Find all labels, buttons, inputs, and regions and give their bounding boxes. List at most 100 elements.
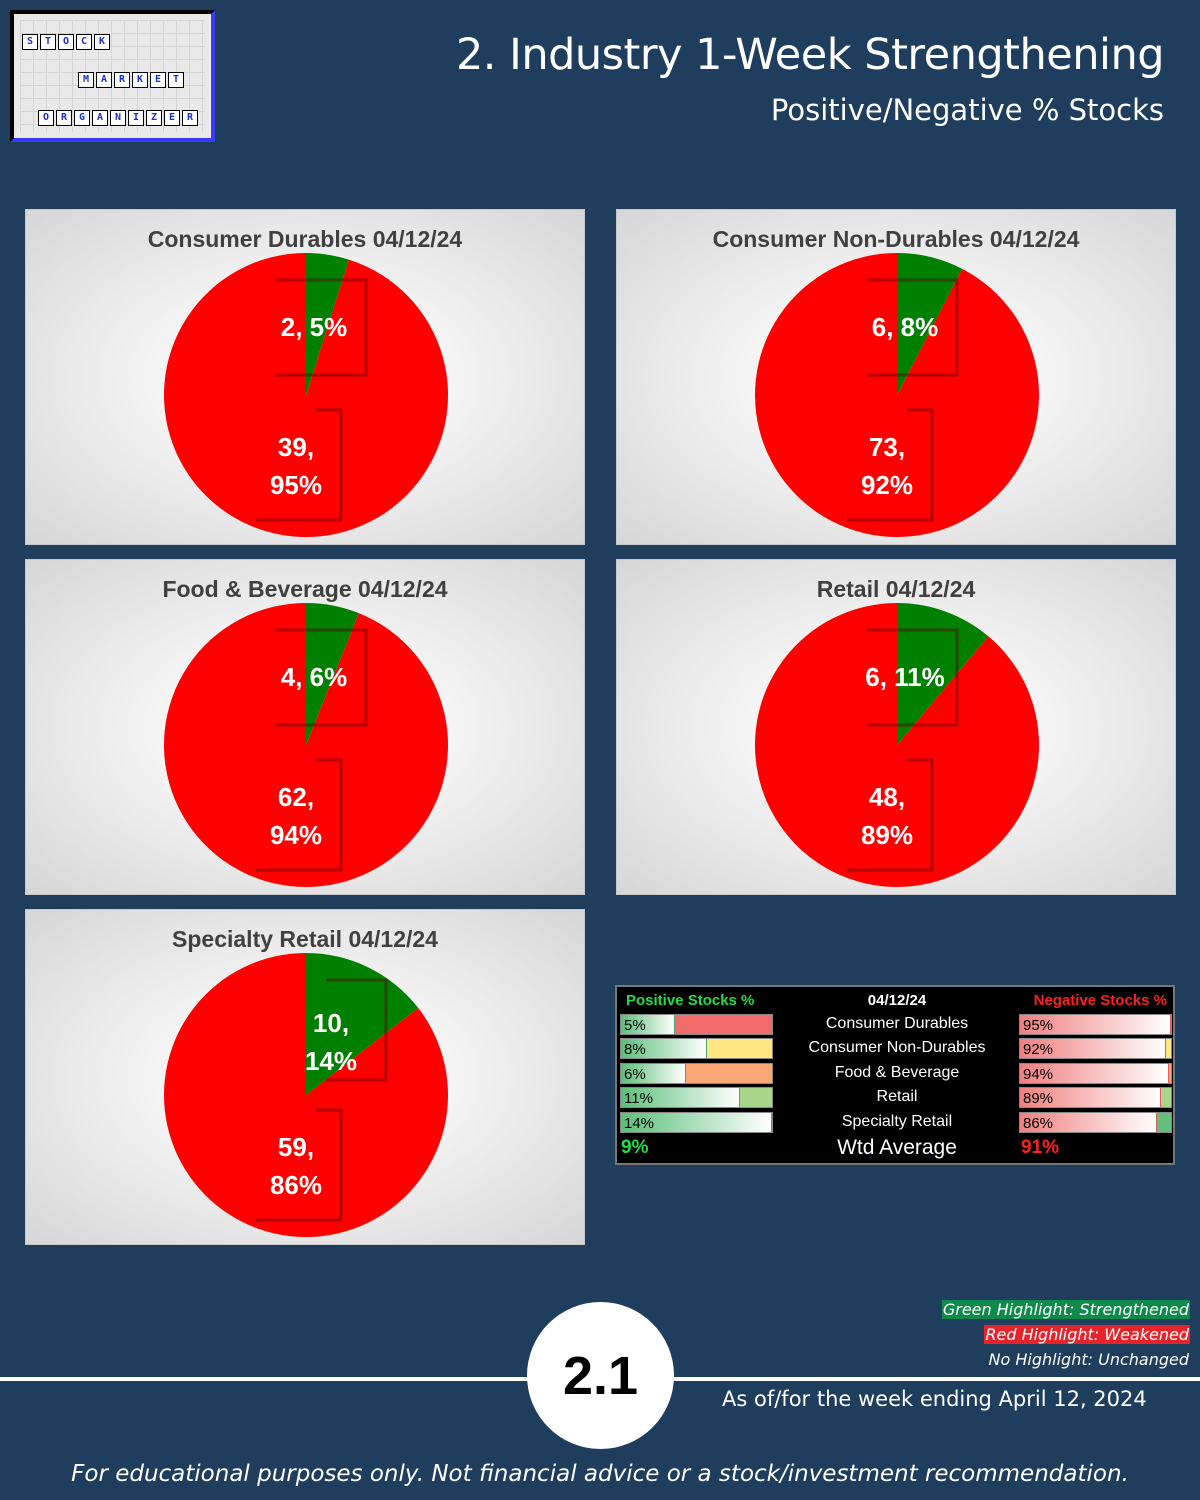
chart-title: Retail 04/12/24 bbox=[816, 576, 976, 602]
positive-value: 14% bbox=[624, 1114, 655, 1132]
positive-value: 11% bbox=[624, 1090, 653, 1108]
logo-letter: R bbox=[182, 110, 198, 126]
pie-label-negative: 62, bbox=[278, 782, 314, 812]
logo-row-stock: S T O C K bbox=[22, 34, 110, 50]
pie-label-negative: 94% bbox=[270, 820, 322, 850]
negative-bar bbox=[1020, 1015, 1171, 1034]
pie-chart-consumer-non-durables: 6, 8% 73, 92% bbox=[755, 253, 1039, 537]
disclaimer: For educational purposes only. Not finan… bbox=[71, 1461, 1129, 1487]
logo-letter: G bbox=[74, 110, 90, 126]
avg-label: Wtd Average bbox=[837, 1136, 957, 1159]
logo-letter: K bbox=[94, 34, 110, 50]
negative-bar bbox=[1020, 1063, 1170, 1083]
summary-row: 14% Specialty Retail 86% bbox=[617, 1111, 1173, 1135]
legend-red: Red Highlight: Weakened bbox=[942, 1322, 1190, 1347]
negative-bar bbox=[1020, 1112, 1157, 1132]
positive-cell: 5% bbox=[620, 1014, 773, 1035]
logo-letter: I bbox=[128, 110, 144, 126]
pie-label-negative: 86% bbox=[270, 1170, 322, 1200]
industry-name: Specialty Retail bbox=[841, 1112, 953, 1130]
pie-panel-consumer-durables: Consumer Durables 04/12/24 2, 5% 39, 95% bbox=[25, 209, 585, 545]
positive-value: 8% bbox=[624, 1041, 646, 1059]
label-shadow bbox=[256, 758, 343, 872]
pie-label-negative: 95% bbox=[270, 470, 322, 500]
pie-chart-food-beverage: 4, 6% 62, 94% bbox=[163, 603, 448, 887]
positive-value: 6% bbox=[624, 1065, 646, 1083]
industry-name: Consumer Durables bbox=[825, 1015, 969, 1032]
logo-letter: A bbox=[96, 72, 112, 88]
pie-label-negative: 92% bbox=[861, 470, 913, 500]
positive-header: Positive Stocks % bbox=[626, 992, 755, 1009]
summary-row: 6% Food & Beverage 94% bbox=[617, 1062, 1173, 1086]
avg-positive: 9% bbox=[621, 1137, 649, 1158]
chart-title: Food & Beverage 04/12/24 bbox=[162, 576, 448, 602]
pie-label-positive: 4, 6% bbox=[281, 662, 348, 692]
chart-title: Specialty Retail 04/12/24 bbox=[172, 926, 438, 952]
label-shadow bbox=[256, 408, 343, 522]
legend-red-text: Red Highlight: Weakened bbox=[984, 1325, 1190, 1344]
positive-cell: 14% bbox=[620, 1111, 773, 1133]
positive-cell: 11% bbox=[620, 1087, 773, 1109]
pie-label-positive: 2, 5% bbox=[281, 312, 348, 342]
positive-cell: 6% bbox=[620, 1062, 773, 1084]
date-header: 04/12/24 bbox=[867, 992, 927, 1009]
summary-table: Positive Stocks % 04/12/24 Negative Stoc… bbox=[615, 985, 1175, 1165]
positive-bar bbox=[621, 1015, 675, 1034]
legend-green-text: Green Highlight: Strengthened bbox=[941, 1300, 1190, 1319]
label-shadow bbox=[847, 758, 934, 872]
pie-chart-retail: 6, 11% 48, 89% bbox=[755, 603, 1039, 887]
negative-cell: 92% bbox=[1019, 1038, 1172, 1060]
negative-value: 92% bbox=[1023, 1041, 1054, 1059]
logo-letter: C bbox=[76, 34, 92, 50]
logo-letter: T bbox=[168, 72, 184, 88]
weighted-average-row: 9% Wtd Average 91% bbox=[617, 1135, 1173, 1163]
legend-none-text: No Highlight: Unchanged bbox=[988, 1350, 1189, 1369]
pie-label-positive: 14% bbox=[305, 1046, 357, 1076]
logo-letter: O bbox=[58, 34, 74, 50]
pie-slice-positive bbox=[897, 253, 963, 395]
pie-slice-positive bbox=[897, 603, 989, 745]
logo-letter: S bbox=[22, 34, 38, 50]
positive-bar bbox=[621, 1112, 772, 1132]
label-shadow bbox=[867, 628, 959, 727]
positive-bar bbox=[621, 1088, 740, 1108]
page-title: 2. Industry 1-Week Strengthening bbox=[455, 30, 1165, 80]
pie-panel-consumer-non-durables: Consumer Non-Durables 04/12/24 6, 8% 73, 9… bbox=[616, 209, 1176, 545]
legend-none: No Highlight: Unchanged bbox=[942, 1347, 1190, 1372]
logo-letter: R bbox=[114, 72, 130, 88]
chart-title: Consumer Non-Durables 04/12/24 bbox=[712, 226, 1080, 252]
pie-panel-specialty-retail: Specialty Retail 04/12/24 10, 14% 59, 86% bbox=[25, 909, 585, 1245]
logo-letter: R bbox=[56, 110, 72, 126]
pie-label-negative: 48, bbox=[869, 782, 905, 812]
positive-bar bbox=[621, 1063, 686, 1083]
industry-name: Consumer Non-Durables bbox=[808, 1039, 986, 1057]
pie-panel-retail: Retail 04/12/24 6, 11% 48, 89% bbox=[616, 559, 1176, 895]
label-shadow bbox=[276, 278, 368, 377]
pie-label-negative: 73, bbox=[869, 432, 905, 462]
industry-name: Food & Beverage bbox=[834, 1063, 960, 1081]
label-shadow bbox=[847, 408, 934, 522]
pie-slice-positive bbox=[306, 253, 349, 395]
logo-letter: T bbox=[40, 34, 56, 50]
logo-letter: E bbox=[164, 110, 180, 126]
pie-label-negative: 59, bbox=[278, 1132, 314, 1162]
negative-bar bbox=[1020, 1088, 1162, 1108]
pie-panel-food-beverage: Food & Beverage 04/12/24 4, 6% 62, 94% bbox=[25, 559, 585, 895]
negative-value: 95% bbox=[1023, 1017, 1054, 1034]
label-shadow bbox=[326, 978, 388, 1082]
pie-chart-specialty-retail: 10, 14% 59, 86% bbox=[163, 953, 448, 1237]
avg-negative: 91% bbox=[1021, 1137, 1060, 1158]
section-badge: 2.1 bbox=[527, 1302, 674, 1449]
pie-slice-positive bbox=[306, 603, 359, 745]
chart-title: Consumer Durables 04/12/24 bbox=[147, 226, 463, 252]
negative-cell: 86% bbox=[1019, 1111, 1172, 1133]
negative-header: Negative Stocks % bbox=[1033, 992, 1167, 1009]
pie-label-negative: 39, bbox=[278, 432, 314, 462]
logo-letter: O bbox=[38, 110, 54, 126]
negative-value: 86% bbox=[1023, 1114, 1054, 1132]
logo-letter: Z bbox=[146, 110, 162, 126]
page-subtitle: Positive/Negative % Stocks bbox=[770, 93, 1164, 127]
pie-label-positive: 10, bbox=[313, 1008, 349, 1038]
pie-chart-consumer-durables: 2, 5% 39, 95% bbox=[163, 253, 449, 537]
as-of-date: As of/for the week ending April 12, 2024 bbox=[722, 1387, 1147, 1411]
